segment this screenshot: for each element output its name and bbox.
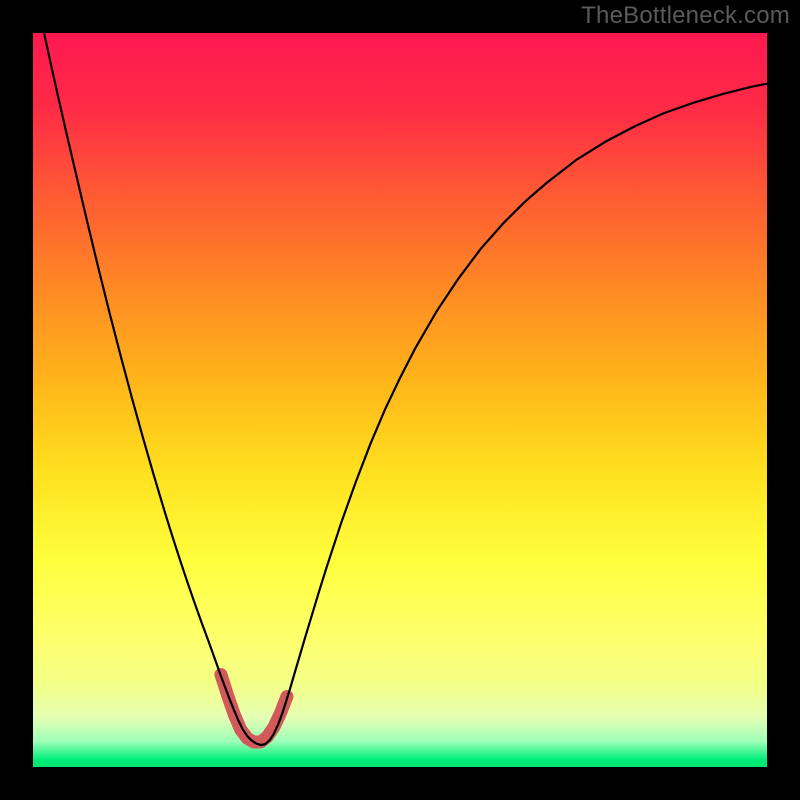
plot-background (33, 33, 767, 767)
watermark-text: TheBottleneck.com (581, 2, 790, 30)
